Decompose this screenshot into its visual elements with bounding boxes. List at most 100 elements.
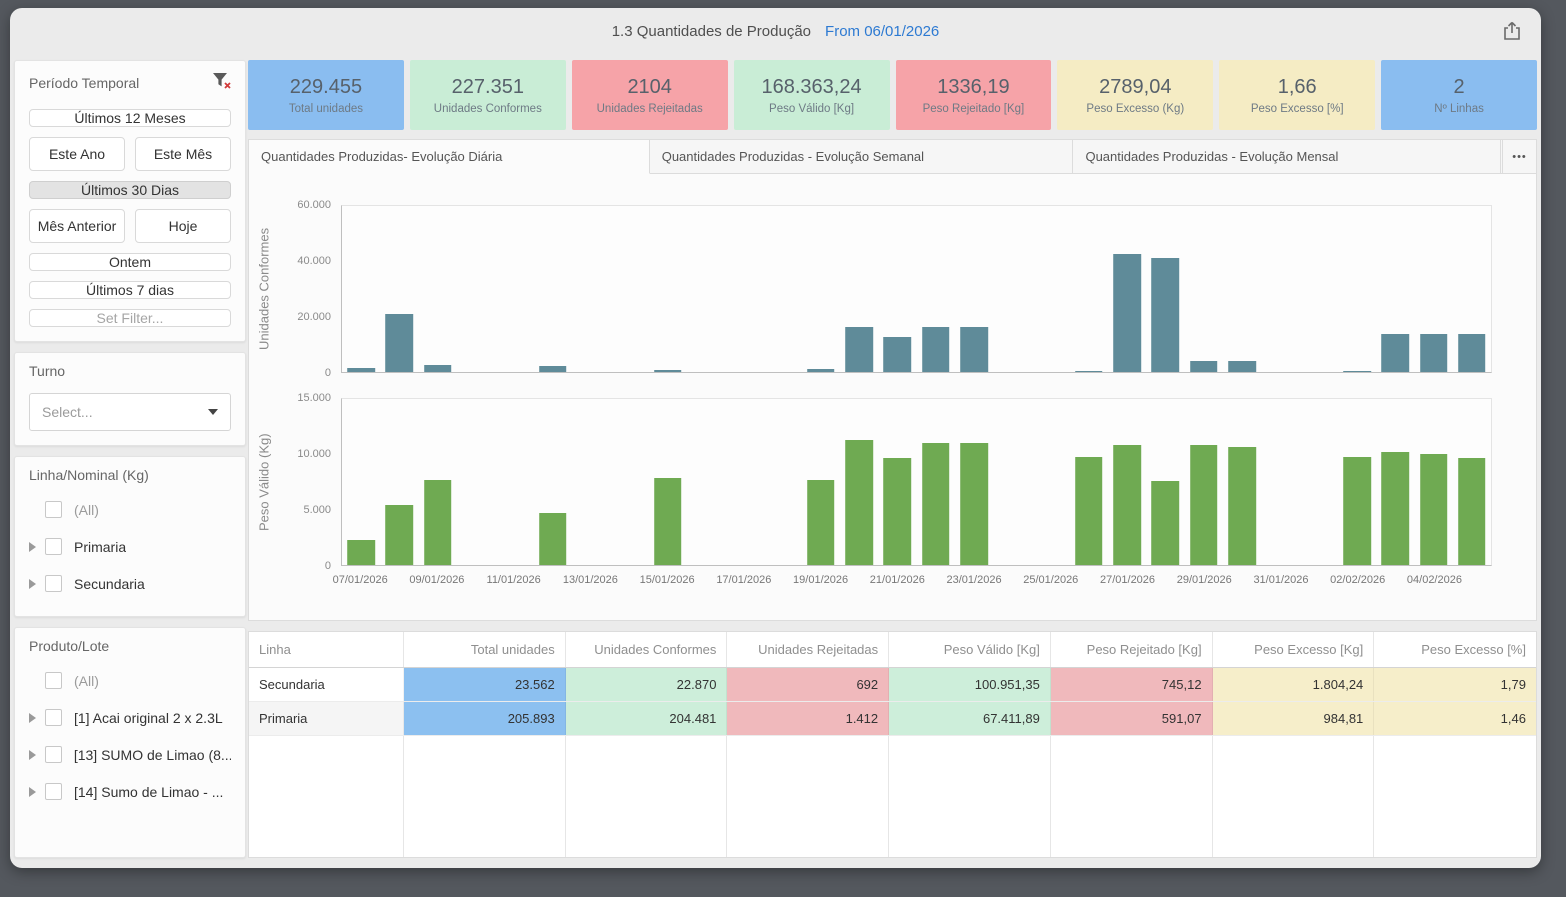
linha-primaria-checkbox[interactable]: [45, 538, 62, 555]
produto-13-checkbox[interactable]: [44, 746, 62, 763]
linha-item-primaria: Primaria: [29, 528, 231, 565]
cell-unidades-conformes: 204.481: [565, 702, 728, 735]
filter-button-ultimos-7-dias[interactable]: Últimos 7 dias: [29, 281, 231, 299]
produto-1-checkbox[interactable]: [45, 709, 62, 726]
bar-15/01/2026: [653, 369, 682, 372]
kpi-label: Nº Linhas: [1434, 102, 1484, 115]
filter-button-mes-anterior[interactable]: Mês Anterior: [29, 209, 125, 243]
filter-button-este-ano[interactable]: Este Ano: [29, 137, 125, 171]
page-title: 1.3 Quantidades de Produção: [611, 22, 812, 40]
expand-caret-icon[interactable]: [29, 749, 45, 760]
cell-linha: Primaria: [249, 702, 404, 735]
x-tick-label: 09/01/2026: [409, 574, 465, 586]
produto-item-1: [1] Acai original 2 x 2.3L: [29, 699, 231, 736]
cell-unidades-rejeitadas: 1.412: [727, 702, 890, 735]
panel-periodo-temporal: Período Temporal Últimos 12 Meses Este A…: [14, 60, 246, 342]
cell-unidades-conformes: 22.870: [565, 668, 728, 701]
cell-total-unidades: 23.562: [404, 668, 566, 701]
title-bar: 1.3 Quantidades de Produção From 06/01/2…: [10, 8, 1541, 54]
x-tick-label: 19/01/2026: [793, 574, 849, 586]
kpi-card-peso-valido: 168.363,24 Peso Válido [Kg]: [733, 60, 890, 130]
filter-button-ontem[interactable]: Ontem: [29, 253, 231, 271]
bar-19/01/2026: [806, 479, 835, 565]
y-tick-label: 5.000: [303, 504, 331, 516]
y-axis-ticks: 0 20.000 40.000 60.000: [279, 199, 341, 379]
y-axis-title-peso-valido: Peso Válido (Kg): [256, 433, 272, 531]
kpi-row: 229.455 Total unidades 227.351 Unidades …: [248, 60, 1537, 130]
filter-button-hoje[interactable]: Hoje: [135, 209, 231, 243]
table-row-secundaria[interactable]: Secundaria 23.562 22.870 692 100.951,35 …: [249, 668, 1536, 702]
x-tick-label: 31/01/2026: [1253, 574, 1309, 586]
cell-peso-excesso-pct: 1,46: [1374, 702, 1536, 735]
expand-caret-icon[interactable]: [29, 786, 45, 797]
cell-peso-rejeitado: 591,07: [1050, 702, 1213, 735]
filter-button-ultimos-12-meses[interactable]: Últimos 12 Meses: [29, 109, 231, 127]
cell-total-unidades: 205.893: [404, 702, 566, 735]
bar-05/02/2026: [1458, 333, 1486, 372]
kpi-value: 2789,04: [1099, 75, 1172, 98]
kpi-value: 1,66: [1277, 75, 1317, 98]
bar-30/01/2026: [1228, 446, 1256, 565]
clear-filter-icon[interactable]: [211, 71, 231, 95]
chart-panel: Unidades Conformes 0 20.000 40.000 60.000 P…: [248, 174, 1537, 621]
filter-button-este-mes[interactable]: Este Mês: [135, 137, 231, 171]
tab-overflow-button[interactable]: •••: [1502, 140, 1536, 174]
panel-produto-lote: Produto/Lote (All) [1] Acai original 2 x…: [14, 627, 246, 858]
tab-evolucao-mensal[interactable]: Quantidades Produzidas - Evolução Mensal: [1073, 140, 1502, 174]
bar-04/02/2026: [1419, 333, 1448, 372]
y-tick-label: 10.000: [297, 448, 331, 460]
y-tick-label: 15.000: [297, 392, 331, 404]
produto-item-13: [13] SUMO de Limao (8...: [29, 736, 231, 773]
kpi-label: Peso Válido [Kg]: [769, 102, 855, 115]
x-tick-label: 13/01/2026: [562, 574, 618, 586]
bar-26/01/2026: [1075, 456, 1103, 565]
bar-26/01/2026: [1075, 370, 1103, 372]
bar-21/01/2026: [883, 337, 912, 372]
date-filter-link[interactable]: From 06/01/2026: [825, 22, 940, 40]
bar-27/01/2026: [1113, 254, 1141, 372]
bar-05/02/2026: [1458, 457, 1486, 565]
kpi-card-peso-excesso-pct: 1,66 Peso Excesso [%]: [1219, 60, 1376, 130]
linha-all-checkbox[interactable]: [45, 501, 62, 518]
filter-sidebar: Período Temporal Últimos 12 Meses Este A…: [14, 60, 246, 858]
chevron-down-icon: [208, 409, 218, 415]
bar-15/01/2026: [653, 477, 682, 565]
turno-select[interactable]: Select...: [29, 393, 231, 431]
col-header-peso-excesso-pct: Peso Excesso [%]: [1421, 642, 1526, 657]
x-tick-label: 21/01/2026: [869, 574, 925, 586]
dashboard-content: Período Temporal Últimos 12 Meses Este A…: [10, 54, 1541, 868]
filter-button-ultimos-30-dias[interactable]: Últimos 30 Dias: [29, 181, 231, 199]
table-row-primaria[interactable]: Primaria 205.893 204.481 1.412 67.411,89…: [249, 702, 1536, 736]
export-button[interactable]: [1499, 19, 1525, 45]
cell-peso-rejeitado: 745,12: [1050, 668, 1213, 701]
cell-linha: Secundaria: [249, 668, 404, 701]
cell-peso-excesso-kg: 984,81: [1212, 702, 1375, 735]
produto-all-checkbox[interactable]: [45, 672, 62, 689]
cell-peso-excesso-kg: 1.804,24: [1212, 668, 1375, 701]
cell-peso-valido: 100.951,35: [889, 668, 1051, 701]
x-tick-label: 17/01/2026: [716, 574, 772, 586]
linha-secundaria-checkbox[interactable]: [45, 575, 62, 592]
expand-caret-icon[interactable]: [29, 578, 45, 589]
chart-peso-valido: Peso Válido (Kg) 0 5.000 10.000 15.000: [249, 392, 1536, 572]
filter-button-set-filter[interactable]: Set Filter...: [29, 309, 231, 327]
tab-evolucao-semanal[interactable]: Quantidades Produzidas - Evolução Semana…: [649, 140, 1074, 174]
bar-12/01/2026: [538, 513, 567, 565]
expand-caret-icon[interactable]: [29, 541, 45, 552]
linha-item-all: (All): [29, 491, 231, 528]
bar-09/01/2026: [423, 479, 452, 565]
tab-evolucao-diaria[interactable]: Quantidades Produzidas- Evolução Diária: [249, 140, 650, 174]
produto-14-checkbox[interactable]: [45, 783, 62, 800]
x-tick-label: 25/01/2026: [1023, 574, 1079, 586]
bar-23/01/2026: [960, 327, 988, 372]
bar-03/02/2026: [1381, 333, 1410, 372]
kpi-card-unidades-rejeitadas: 2104 Unidades Rejeitadas: [571, 60, 728, 130]
bar-27/01/2026: [1113, 445, 1141, 565]
x-tick-label: 07/01/2026: [332, 574, 388, 586]
bar-20/01/2026: [845, 326, 873, 372]
x-tick-label: 11/01/2026: [486, 574, 541, 586]
expand-caret-icon[interactable]: [29, 712, 45, 723]
dashboard-window: 1.3 Quantidades de Produção From 06/01/2…: [10, 8, 1541, 868]
bar-19/01/2026: [806, 369, 835, 372]
kpi-label: Unidades Conformes: [433, 102, 542, 115]
